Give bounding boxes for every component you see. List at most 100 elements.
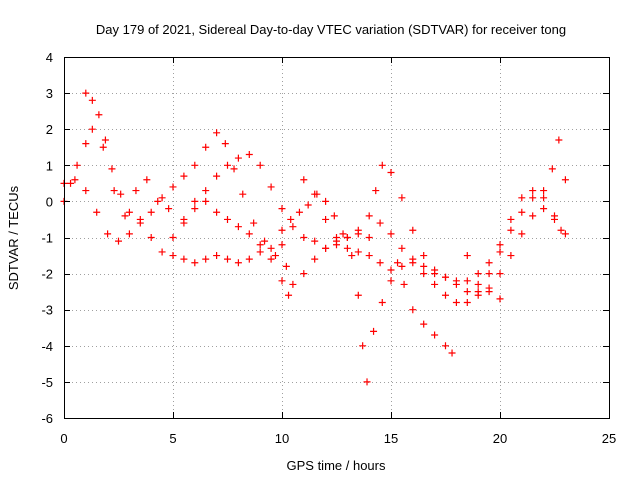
data-point-arc-g bbox=[529, 212, 537, 220]
data-point-arc-g bbox=[463, 288, 471, 296]
data-point-arc-e bbox=[354, 291, 362, 299]
data-point-arc-f bbox=[463, 277, 471, 285]
data-point-arc-e bbox=[348, 252, 356, 260]
data-point-arc-e bbox=[278, 226, 286, 234]
data-point-arc-g bbox=[365, 252, 373, 260]
data-point-arc-d bbox=[289, 223, 297, 231]
data-point-arc-e bbox=[339, 230, 347, 238]
data-point-arc-a bbox=[165, 205, 173, 213]
data-point-arc-b bbox=[101, 136, 109, 144]
data-point-arc-c bbox=[224, 255, 231, 263]
data-point-arc-a bbox=[154, 197, 162, 205]
data-point-arc-b bbox=[213, 129, 221, 137]
data-point-arc-c bbox=[115, 237, 122, 245]
y-tick-label: -1 bbox=[41, 231, 53, 246]
y-tick-label: -6 bbox=[41, 411, 53, 426]
data-point-arc-c bbox=[267, 244, 275, 252]
data-point-arc-h bbox=[442, 291, 449, 299]
data-point-arc-e bbox=[378, 298, 386, 306]
data-point-arc-i bbox=[485, 259, 493, 267]
data-point-arc-g bbox=[557, 226, 565, 234]
data-point-arc-d bbox=[180, 219, 188, 227]
data-point-arc-i bbox=[518, 194, 526, 202]
data-point-arc-c bbox=[202, 255, 210, 263]
data-point-arc-f bbox=[311, 255, 319, 263]
data-point-arc-e bbox=[295, 208, 303, 216]
data-point-arc-a bbox=[82, 140, 90, 148]
y-tick-label: 1 bbox=[46, 158, 53, 173]
data-point-arc-g bbox=[398, 262, 406, 270]
data-point-arc-c bbox=[125, 230, 133, 238]
y-tick-label: -3 bbox=[41, 303, 53, 318]
data-point-arc-b bbox=[158, 194, 166, 202]
data-point-arc-a bbox=[245, 230, 253, 238]
y-tick-label: 2 bbox=[46, 122, 53, 137]
data-point-arc-d bbox=[365, 234, 373, 241]
data-point-arc-a bbox=[99, 143, 107, 151]
x-tick-label: 20 bbox=[493, 431, 507, 446]
data-point-arc-c bbox=[71, 176, 79, 184]
data-point-arc-c bbox=[213, 252, 221, 260]
x-tick-label: 10 bbox=[275, 431, 289, 446]
y-tick-label: -4 bbox=[41, 339, 53, 354]
data-point-arc-f bbox=[398, 194, 406, 202]
y-axis-label: SDTVAR / TECUs bbox=[6, 185, 21, 290]
data-point-arc-c bbox=[245, 255, 253, 263]
data-point-arc-g bbox=[354, 248, 362, 256]
data-point-arc-b bbox=[147, 208, 155, 216]
data-point-arc-h bbox=[420, 270, 428, 278]
data-point-arc-h bbox=[463, 298, 471, 306]
data-point-arc-g bbox=[387, 266, 395, 274]
data-point-arc-e bbox=[359, 342, 367, 350]
data-point-arc-g bbox=[300, 176, 308, 184]
data-point-arc-c bbox=[256, 248, 264, 256]
data-point-arc-c bbox=[104, 230, 112, 238]
y-tick-label: 0 bbox=[46, 194, 53, 209]
data-point-arc-g bbox=[507, 252, 515, 260]
data-point-arc-h bbox=[387, 230, 395, 238]
data-point-arc-h bbox=[496, 248, 504, 256]
data-point-arc-c bbox=[93, 208, 101, 216]
data-point-arc-b bbox=[250, 219, 258, 227]
data-point-arc-h bbox=[540, 187, 548, 195]
data-point-arc-f bbox=[372, 187, 380, 195]
y-tick-label: 4 bbox=[46, 50, 53, 65]
chart-title: Day 179 of 2021, Sidereal Day-to-day VTE… bbox=[96, 22, 566, 37]
data-point-arc-a bbox=[143, 176, 151, 184]
data-point-arc-c bbox=[180, 255, 188, 263]
data-point-arc-f bbox=[354, 226, 362, 234]
data-point-arc-e bbox=[322, 197, 330, 205]
data-point-arc-b bbox=[282, 262, 290, 270]
data-point-arc-d bbox=[267, 183, 275, 191]
data-point-arc-e bbox=[431, 331, 439, 339]
y-tick-label: 3 bbox=[46, 86, 53, 101]
data-point-arc-b bbox=[239, 190, 247, 198]
data-point-arc-a bbox=[213, 208, 221, 216]
data-point-arc-c bbox=[234, 259, 242, 267]
data-point-arc-b bbox=[95, 111, 103, 119]
data-point-arc-g bbox=[442, 273, 449, 281]
data-point-arc-f bbox=[474, 280, 482, 288]
data-point-arc-i bbox=[507, 215, 515, 223]
data-point-arc-i bbox=[540, 194, 548, 202]
data-point-arc-c bbox=[278, 241, 286, 249]
data-point-arc-f bbox=[343, 234, 351, 241]
data-point-arc-c bbox=[136, 215, 144, 223]
data-point-arc-h bbox=[431, 280, 439, 288]
data-point-arc-d bbox=[311, 237, 319, 245]
data-point-arc-h bbox=[561, 176, 569, 184]
data-point-arc-d bbox=[224, 161, 231, 169]
data-point-arc-e bbox=[409, 306, 417, 314]
data-point-arc-e bbox=[400, 280, 408, 288]
data-point-arc-f bbox=[420, 252, 428, 260]
data-point-arc-a bbox=[110, 187, 118, 195]
data-point-arc-g bbox=[420, 262, 428, 270]
data-point-arc-e bbox=[387, 277, 395, 285]
data-point-arc-a bbox=[267, 255, 275, 263]
x-tick-label: 25 bbox=[602, 431, 616, 446]
data-point-arc-f bbox=[289, 280, 297, 288]
data-point-arc-i bbox=[496, 241, 504, 249]
data-point-arc-h bbox=[507, 226, 515, 234]
data-point-arc-d bbox=[234, 154, 242, 162]
data-point-arc-b bbox=[271, 252, 279, 260]
